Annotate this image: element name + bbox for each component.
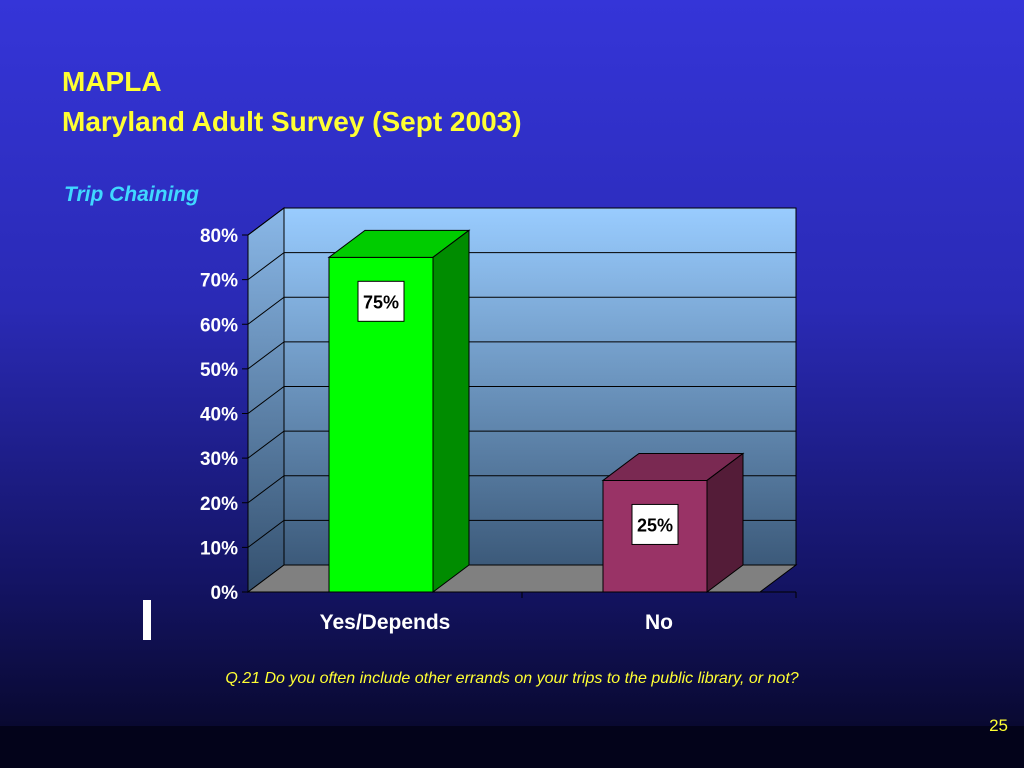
footer-band <box>0 726 1024 768</box>
y-tick-label: 70% <box>200 271 238 292</box>
y-tick-label: 30% <box>200 449 238 470</box>
gridline-side <box>247 207 285 236</box>
x-category-label: No <box>645 611 673 634</box>
gridline-side <box>247 296 285 325</box>
data-label-box <box>631 503 679 545</box>
y-tick-label: 60% <box>200 315 238 336</box>
gridline-side <box>247 386 285 414</box>
y-tick-label: 40% <box>200 405 238 426</box>
title-line-1: MAPLA <box>62 66 162 97</box>
y-tick-label: 0% <box>211 583 239 604</box>
gridline-side <box>247 475 285 504</box>
data-label-box <box>357 280 405 322</box>
gridline-side <box>247 341 285 370</box>
chart-subtitle: Trip Chaining <box>64 183 199 206</box>
data-label: 75% <box>363 292 399 312</box>
bar-side-0 <box>432 229 470 593</box>
bar-side-1 <box>706 452 744 593</box>
x-category-label: Yes/Depends <box>320 611 451 634</box>
survey-question: Q.21 Do you often include other errands … <box>225 670 799 687</box>
y-tick-label: 50% <box>200 360 238 381</box>
text-cursor-marker <box>143 600 151 640</box>
y-tick-label: 10% <box>200 538 238 559</box>
page-number: 25 <box>989 716 1008 735</box>
slide-title: MAPLA Maryland Adult Survey (Sept 2003) <box>62 62 522 142</box>
y-tick-label: 80% <box>200 226 238 247</box>
y-tick-label: 20% <box>200 494 238 515</box>
gridline-side <box>247 252 285 281</box>
gridline-side <box>247 430 285 459</box>
gridline-side <box>247 519 285 548</box>
title-line-2: Maryland Adult Survey (Sept 2003) <box>62 106 522 137</box>
data-label: 25% <box>637 515 673 535</box>
